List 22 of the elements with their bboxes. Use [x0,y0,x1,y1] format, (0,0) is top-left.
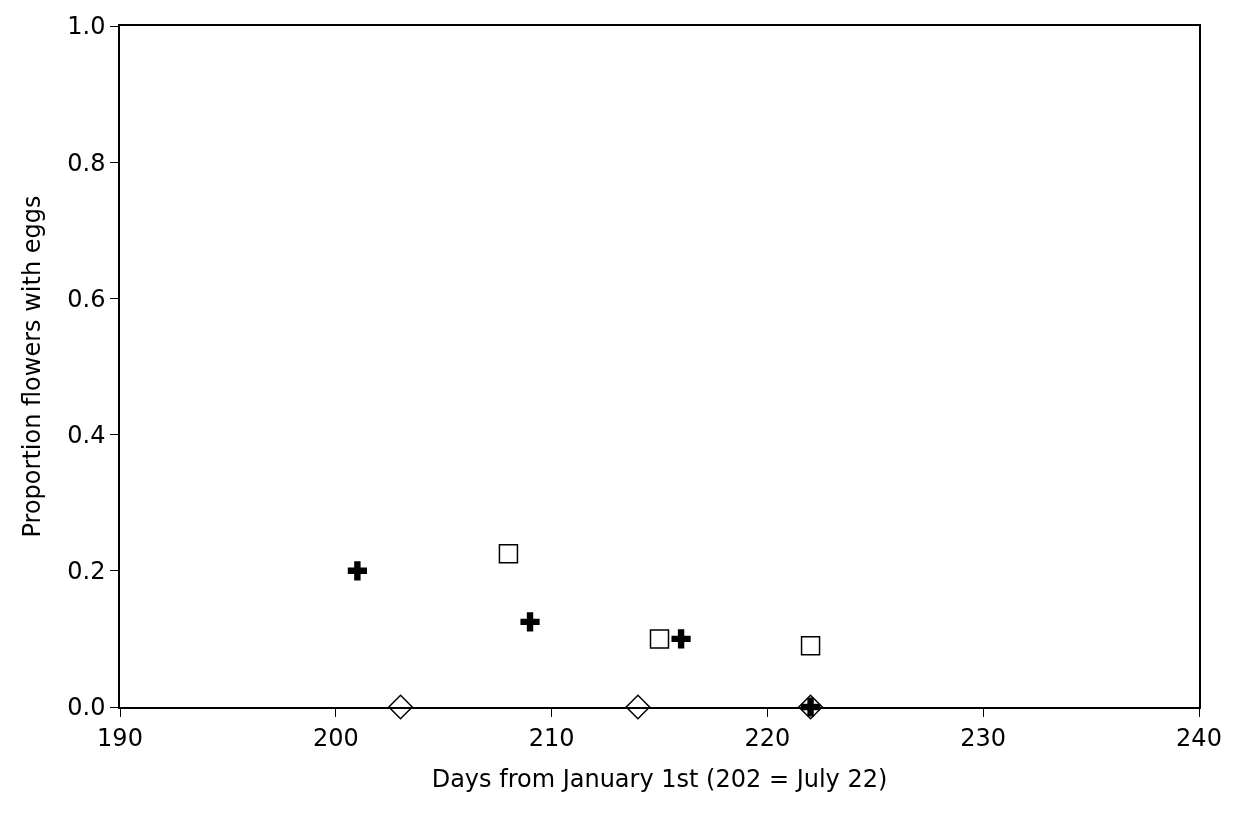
x-tick-label: 230 [960,723,1007,752]
point [649,629,670,649]
point [671,629,691,649]
x-tick-label: 210 [528,723,575,752]
y-tick-label: 0.0 [67,693,106,722]
point [498,544,519,564]
x-tick-label: 220 [744,723,791,752]
x-axis-title: Days from January 1st (202 = July 22) [431,765,888,794]
point [520,612,540,632]
x-tick-label: 200 [312,723,359,752]
y-tick-label: 0.2 [67,557,106,586]
y-tick-label: 0.6 [67,284,106,313]
x-tick-label: 190 [97,723,143,752]
point [800,635,821,656]
point [347,561,367,581]
point [625,694,651,720]
y-tick-label: 0.4 [67,421,106,449]
point [388,694,413,720]
y-axis-title: Proportion flowers with eggs [17,195,46,538]
x-tick-label: 240 [1176,723,1222,752]
y-tick-label: 1.0 [67,12,106,41]
y-tick-label: 0.8 [67,148,106,177]
